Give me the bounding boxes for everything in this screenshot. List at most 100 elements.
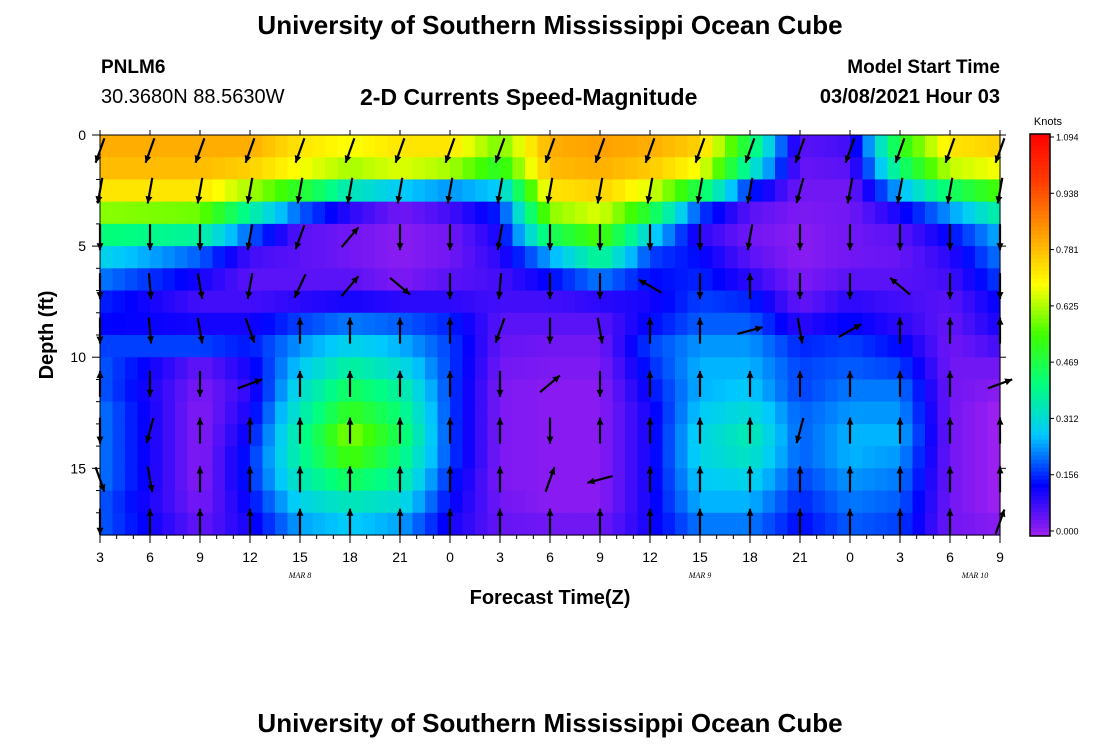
heat-cell bbox=[725, 268, 739, 292]
heat-cell bbox=[387, 135, 401, 158]
vector-arrowhead bbox=[646, 417, 654, 425]
heat-cell bbox=[562, 268, 576, 292]
heat-cell bbox=[100, 179, 114, 203]
vector-arrowhead bbox=[595, 195, 603, 204]
heat-cell bbox=[187, 423, 201, 447]
vector-arrowhead bbox=[351, 276, 359, 284]
heat-cell bbox=[162, 179, 176, 203]
heat-cell bbox=[425, 468, 439, 492]
heat-cell bbox=[612, 423, 626, 447]
heat-cell bbox=[625, 401, 639, 425]
vector-arrowhead bbox=[846, 417, 854, 425]
heat-cell bbox=[100, 512, 114, 536]
heat-cell bbox=[737, 246, 751, 269]
heat-cell bbox=[437, 246, 451, 269]
heat-cell bbox=[787, 468, 801, 492]
heat-cell bbox=[825, 490, 839, 514]
heat-cell bbox=[850, 290, 864, 314]
heat-cell bbox=[387, 468, 401, 492]
heat-cell bbox=[937, 290, 951, 314]
heat-cell bbox=[200, 468, 214, 492]
vector-arrowhead bbox=[495, 242, 503, 250]
heat-cell bbox=[137, 379, 151, 403]
heat-cell bbox=[925, 512, 939, 536]
heat-cell bbox=[625, 179, 639, 203]
heat-cell bbox=[900, 268, 914, 292]
heat-cell bbox=[125, 490, 139, 514]
heat-cell bbox=[812, 246, 826, 269]
heat-cell bbox=[162, 223, 176, 247]
heat-cell bbox=[675, 379, 689, 403]
vector-arrowhead bbox=[446, 466, 454, 474]
heat-cell bbox=[287, 157, 301, 181]
heat-cell bbox=[562, 223, 576, 247]
heat-cell bbox=[550, 290, 564, 314]
heat-cell bbox=[675, 201, 689, 225]
heat-cell bbox=[362, 246, 376, 269]
heat-cell bbox=[112, 290, 126, 314]
heat-cell bbox=[862, 201, 876, 225]
heat-cell bbox=[250, 290, 264, 314]
heat-cell bbox=[225, 157, 239, 181]
heat-cell bbox=[850, 268, 864, 292]
vector-arrowhead bbox=[496, 508, 504, 516]
heat-cell bbox=[325, 135, 339, 158]
heat-cell bbox=[150, 201, 164, 225]
heat-cell bbox=[650, 335, 664, 358]
heat-cell bbox=[700, 401, 714, 425]
heat-cell bbox=[212, 135, 226, 158]
heat-cell bbox=[762, 246, 776, 269]
heat-cell bbox=[525, 268, 539, 292]
heat-cell bbox=[912, 490, 926, 514]
heat-cell bbox=[875, 157, 889, 181]
heat-cell bbox=[562, 246, 576, 269]
heat-cell bbox=[662, 246, 676, 269]
heat-cell bbox=[575, 468, 589, 492]
heat-cell bbox=[475, 201, 489, 225]
heat-cell bbox=[525, 290, 539, 314]
heat-cell bbox=[287, 379, 301, 403]
heat-cell bbox=[900, 157, 914, 181]
heat-cell bbox=[200, 401, 214, 425]
heat-cell bbox=[275, 379, 289, 403]
heat-cell bbox=[637, 290, 651, 314]
vector-arrowhead bbox=[545, 195, 553, 204]
heat-cell bbox=[587, 246, 601, 269]
heat-cell bbox=[275, 201, 289, 225]
heat-cell bbox=[712, 290, 726, 314]
colorbar-swatch bbox=[1030, 314, 1050, 320]
heat-cell bbox=[250, 401, 264, 425]
heat-cell bbox=[912, 423, 926, 447]
heat-cell bbox=[537, 157, 551, 181]
heat-cell bbox=[200, 357, 214, 381]
heat-cell bbox=[387, 246, 401, 269]
heat-cell bbox=[612, 379, 626, 403]
vector-arrowhead bbox=[638, 279, 647, 287]
x-tick-label: 9 bbox=[596, 549, 604, 565]
heat-cell bbox=[212, 268, 226, 292]
heat-cell bbox=[987, 201, 1001, 225]
heat-cell bbox=[387, 201, 401, 225]
heat-cell bbox=[775, 423, 789, 447]
heat-cell bbox=[975, 223, 989, 247]
heat-cell bbox=[675, 401, 689, 425]
vector-arrowhead bbox=[646, 243, 654, 251]
heat-cell bbox=[212, 312, 226, 336]
heat-cell bbox=[425, 223, 439, 247]
heat-cell bbox=[187, 490, 201, 514]
heat-cell bbox=[887, 423, 901, 447]
heat-cell bbox=[862, 446, 876, 469]
heat-cell bbox=[412, 223, 426, 247]
heat-cell bbox=[100, 357, 114, 381]
heat-cell bbox=[975, 490, 989, 514]
heat-cell bbox=[575, 512, 589, 536]
heat-cell bbox=[475, 157, 489, 181]
heat-cell bbox=[562, 357, 576, 381]
heat-cell bbox=[475, 357, 489, 381]
heat-cell bbox=[887, 157, 901, 181]
heat-cell bbox=[275, 179, 289, 203]
colorbar-swatch bbox=[1030, 182, 1050, 187]
heat-cell bbox=[887, 490, 901, 514]
heat-cell bbox=[787, 290, 801, 314]
